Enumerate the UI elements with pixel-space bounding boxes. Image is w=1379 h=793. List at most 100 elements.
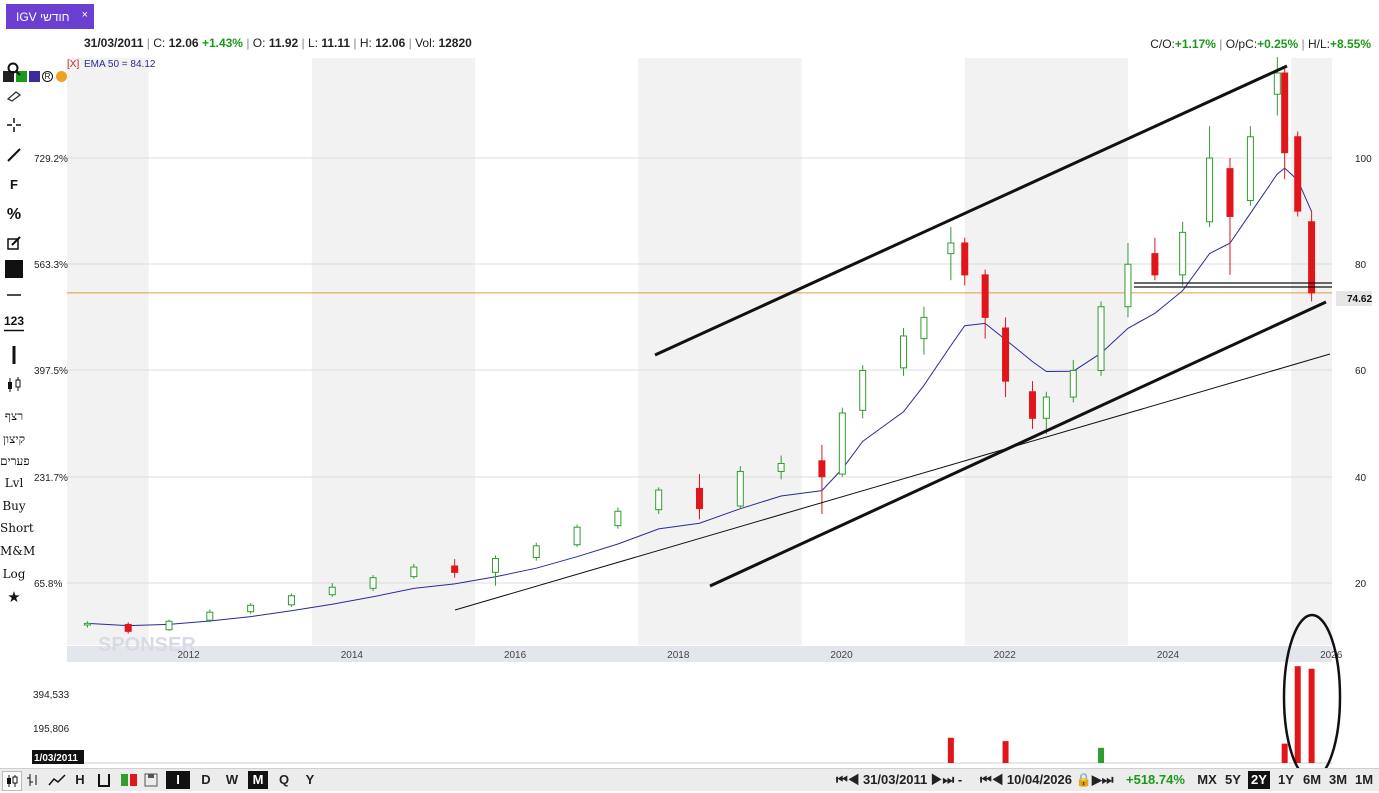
heikin-icon[interactable]: H xyxy=(75,772,85,787)
end-first-icon[interactable]: ⏮◀ xyxy=(980,772,1004,787)
candle-body xyxy=(1294,136,1302,212)
mm-button[interactable]: M&M xyxy=(0,544,36,558)
candle-body xyxy=(947,242,955,255)
close-icon[interactable]: × xyxy=(81,9,88,21)
y-left-tick: 231.7% xyxy=(34,473,68,484)
ohlc-icon[interactable] xyxy=(24,771,42,789)
end-date[interactable]: 10/04/2026 xyxy=(1006,772,1072,787)
range-1m[interactable]: 1M xyxy=(1354,772,1374,787)
line-chart-icon[interactable] xyxy=(46,771,68,789)
chart-tab[interactable]: IGV חודשי × xyxy=(6,4,94,29)
candle-body xyxy=(247,604,255,613)
vline-icon[interactable] xyxy=(0,346,28,367)
interval-i[interactable]: I xyxy=(166,771,190,789)
log-button[interactable]: Log xyxy=(2,567,26,581)
registered-icon[interactable]: R xyxy=(42,71,53,82)
last-price-label: 74.62 xyxy=(1347,294,1372,305)
x-tick-label: 2014 xyxy=(341,650,364,661)
candle-body xyxy=(961,242,969,276)
range-3m[interactable]: 3M xyxy=(1328,772,1348,787)
volume-bar xyxy=(1281,743,1288,763)
y-left-tick: 729.2% xyxy=(34,154,68,165)
candle-body xyxy=(410,566,418,578)
plot-band xyxy=(475,58,639,645)
prev-page-icon[interactable]: ◀ xyxy=(847,772,860,787)
lvl-button[interactable]: Lvl xyxy=(4,476,24,490)
high-label: H: xyxy=(359,36,372,50)
upper-channel-line xyxy=(654,64,1288,357)
measure-label: 123 xyxy=(3,314,25,328)
start-date[interactable]: 31/03/2011 xyxy=(862,772,928,787)
candle-body xyxy=(451,565,459,573)
open-label: O: xyxy=(252,36,266,50)
short-button[interactable]: Short xyxy=(0,521,34,535)
percent-icon[interactable]: % xyxy=(6,206,22,223)
volume-bar xyxy=(1002,741,1009,763)
interval-y[interactable]: Y xyxy=(305,772,315,787)
range-mx[interactable]: MX xyxy=(1197,772,1217,787)
hl-value: +8.55% xyxy=(1329,37,1371,51)
candle-body xyxy=(491,558,499,573)
close-label: C: xyxy=(153,36,166,50)
volume-bar xyxy=(947,737,954,763)
colored-bar-icon[interactable] xyxy=(118,771,140,789)
sequence-button[interactable]: רצף xyxy=(4,409,24,423)
candle-body xyxy=(328,586,336,596)
interval-m[interactable]: M xyxy=(248,771,268,789)
candle-body xyxy=(369,577,377,589)
close-value: 12.06 xyxy=(168,36,199,50)
candle-body xyxy=(1002,327,1010,382)
candle-body xyxy=(1042,396,1050,419)
fib-icon[interactable]: F xyxy=(10,177,18,192)
candle-body xyxy=(1246,136,1254,201)
edit-icon[interactable] xyxy=(0,236,28,253)
next-page-icon[interactable]: ▶⏭ xyxy=(930,772,955,787)
star-icon[interactable]: ★ xyxy=(7,589,21,606)
left-toolbar: F % 123 רצף קיצון פערים Lvl Buy Short M&… xyxy=(0,56,36,766)
lock-icon[interactable]: 🔒 xyxy=(1075,772,1092,787)
end-last-icon[interactable]: ▶⏭ xyxy=(1091,772,1114,787)
search-icon[interactable] xyxy=(0,62,28,79)
candle-body xyxy=(573,526,581,546)
gaps-button[interactable]: פערים xyxy=(0,454,30,468)
hollow-icon[interactable] xyxy=(94,771,114,789)
long-trend-line xyxy=(454,353,1331,611)
eraser-icon[interactable] xyxy=(0,90,28,105)
chart-icon[interactable] xyxy=(3,71,14,82)
tab-title: IGV חודשי xyxy=(16,9,70,24)
alert-icon[interactable] xyxy=(56,71,67,82)
change-pct: +1.43% xyxy=(201,36,243,50)
measure-icon[interactable]: 123 xyxy=(0,314,28,333)
candle-body xyxy=(1028,391,1036,419)
candle-body xyxy=(1206,157,1214,223)
candle-icon[interactable] xyxy=(2,771,22,791)
extreme-button[interactable]: קיצון xyxy=(3,432,25,446)
ema-50-line xyxy=(87,167,1313,627)
x-tick-label: 2026 xyxy=(1320,650,1343,661)
hline-icon[interactable] xyxy=(0,288,28,305)
first-page-icon[interactable]: ⏮ xyxy=(836,772,848,787)
range-5y[interactable]: 5Y xyxy=(1225,772,1241,787)
bottom-toolbar: H I D W M Q Y ⏮◀ 31/03/2011 ▶⏭ - ⏮◀ 10/0… xyxy=(0,768,1379,791)
candle-body xyxy=(206,611,214,621)
layout-icon[interactable] xyxy=(29,71,40,82)
interval-q[interactable]: Q xyxy=(278,772,290,787)
interval-d[interactable]: D xyxy=(201,772,211,787)
indicator-remove[interactable]: [X] xyxy=(67,59,79,70)
buy-button[interactable]: Buy xyxy=(2,499,26,513)
candle-body xyxy=(900,335,908,369)
crosshair-icon[interactable] xyxy=(0,118,28,135)
line-icon[interactable] xyxy=(0,148,28,165)
candles-icon[interactable] xyxy=(0,376,28,397)
save-icon[interactable] xyxy=(142,771,160,789)
x-tick-label: 2020 xyxy=(830,650,853,661)
interval-w[interactable]: W xyxy=(225,772,239,787)
color-icon[interactable] xyxy=(0,260,28,281)
tab-bar: IGV חודשי × xyxy=(0,0,1379,33)
range-6m[interactable]: 6M xyxy=(1302,772,1322,787)
range-2y[interactable]: 2Y xyxy=(1248,771,1270,789)
range-1y[interactable]: 1Y xyxy=(1278,772,1294,787)
candle-body xyxy=(124,623,132,632)
compare-icon[interactable] xyxy=(16,71,27,82)
